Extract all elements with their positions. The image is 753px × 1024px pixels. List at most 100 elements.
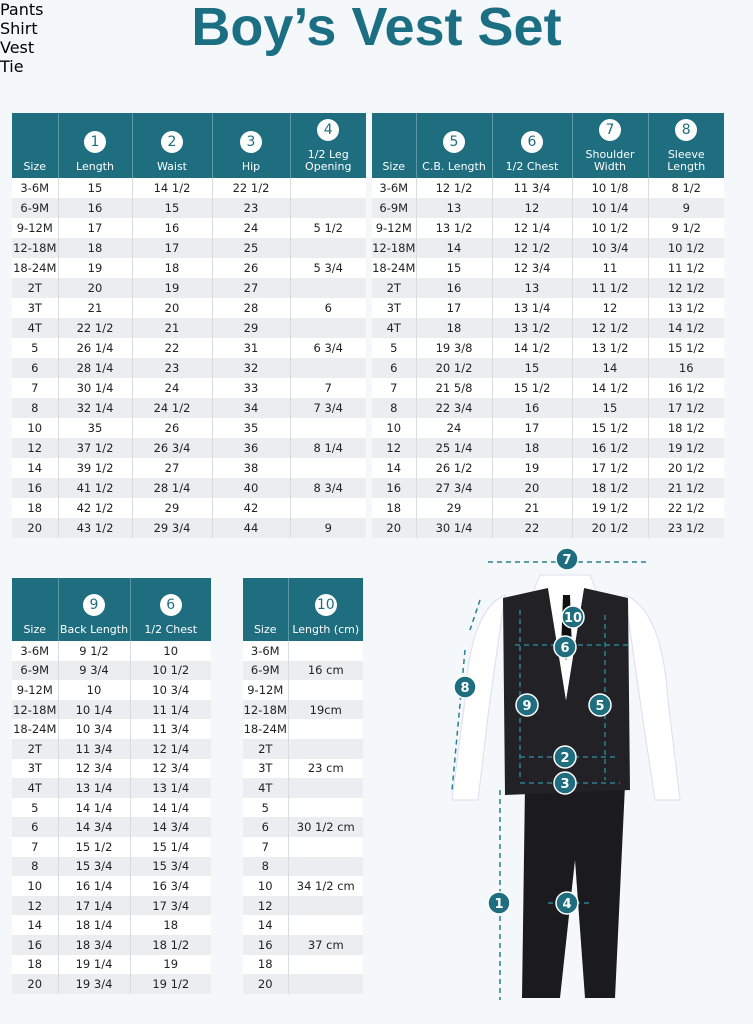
measure-cell bbox=[289, 358, 366, 378]
size-cell: 16 bbox=[243, 934, 288, 955]
column-label: Length (cm) bbox=[292, 623, 360, 636]
table-row: 10 16 1/4 16 3/4 bbox=[12, 876, 211, 896]
table-row: 20 19 3/4 19 1/2 bbox=[12, 974, 211, 994]
table-row: 8 15 3/4 15 3/4 bbox=[12, 856, 211, 877]
measure-cell: 15 3/4 bbox=[57, 856, 130, 877]
measure-cell bbox=[287, 797, 363, 818]
size-cell: 12-18M bbox=[12, 238, 58, 258]
column-header: 8 Sleeve Length bbox=[647, 113, 724, 178]
column-number: 3 bbox=[240, 131, 262, 153]
measure-cell: 9 3/4 bbox=[57, 660, 130, 681]
size-cell: 2T bbox=[243, 738, 288, 759]
size-cell: 20 bbox=[372, 518, 416, 538]
measure-cell: 12 1/4 bbox=[491, 218, 572, 238]
measure-cell bbox=[287, 856, 363, 877]
size-cell: 14 bbox=[372, 458, 416, 478]
measure-cell bbox=[289, 278, 366, 298]
measure-cell: 13 1/4 bbox=[491, 298, 572, 318]
measure-cell bbox=[289, 458, 366, 478]
column-number: 5 bbox=[443, 131, 465, 153]
marker-label: 1 bbox=[494, 897, 503, 912]
table-row: 10 35 26 35 bbox=[12, 418, 366, 438]
column-label: Size bbox=[253, 623, 277, 636]
measure-cell: 12 3/4 bbox=[57, 758, 130, 779]
column-label: 1/2 Chest bbox=[505, 160, 559, 173]
measure-cell: 14 1/2 bbox=[131, 178, 212, 198]
size-cell: 10 bbox=[12, 876, 58, 896]
measure-cell: 8 3/4 bbox=[289, 478, 366, 498]
size-cell: 16 bbox=[372, 478, 416, 498]
measure-cell: 27 bbox=[211, 278, 290, 298]
measure-cell: 24 bbox=[415, 418, 492, 438]
size-cell: 4T bbox=[12, 778, 58, 798]
marker-circle bbox=[561, 605, 585, 629]
size-cell: 10 bbox=[12, 418, 58, 438]
size-cell: 3T bbox=[372, 298, 416, 318]
table-row: 3T 23 cm bbox=[243, 758, 363, 779]
size-cell: 6 bbox=[372, 358, 416, 378]
measure-cell: 18 3/4 bbox=[57, 934, 130, 955]
size-cell: 6 bbox=[12, 358, 58, 378]
measure-cell: 10 1/4 bbox=[57, 699, 130, 720]
measure-cell bbox=[287, 641, 363, 661]
table-row: 6-9M 13 12 10 1/4 9 bbox=[372, 198, 724, 218]
measure-cell: 26 1/4 bbox=[57, 338, 132, 358]
size-cell: 9-12M bbox=[372, 218, 416, 238]
measure-cell: 14 1/2 bbox=[571, 378, 648, 398]
size-cell: 6-9M bbox=[12, 198, 58, 218]
measure-cell: 10 3/4 bbox=[571, 238, 648, 258]
measure-cell: 15 1/2 bbox=[571, 418, 648, 438]
measure-cell: 7 3/4 bbox=[289, 398, 366, 418]
measure-cell: 12 3/4 bbox=[491, 258, 572, 278]
measure-cell: 20 1/2 bbox=[647, 458, 724, 478]
size-cell: 12 bbox=[243, 895, 288, 916]
measure-cell: 23 1/2 bbox=[647, 518, 724, 538]
table-row: 5 26 1/4 22 31 6 3/4 bbox=[12, 338, 366, 358]
column-label: 1/2 Leg Opening bbox=[305, 148, 352, 173]
measure-cell: 6 3/4 bbox=[289, 338, 366, 358]
table-row: 18-24M bbox=[243, 719, 363, 739]
header-row: Size 10 Length (cm) bbox=[243, 578, 363, 641]
measure-cell: 43 1/2 bbox=[57, 518, 132, 538]
measure-cell: 13 bbox=[491, 278, 572, 298]
table-title: Pants bbox=[0, 0, 44, 19]
measure-cell: 6 bbox=[289, 298, 366, 318]
measure-cell: 22 1/2 bbox=[211, 178, 290, 198]
size-cell: 12 bbox=[12, 895, 58, 916]
measure-cell: 10 bbox=[57, 680, 130, 700]
measure-cell: 10 1/2 bbox=[647, 238, 724, 258]
size-cell: 10 bbox=[372, 418, 416, 438]
table-row: 12 bbox=[243, 895, 363, 916]
marker-circle bbox=[555, 891, 579, 915]
size-table: Size 1 Length 2 Waist 3 Hip 4 1/2 Leg Opening 3-6… bbox=[12, 113, 366, 538]
table-row: 20 bbox=[243, 974, 363, 994]
size-table: Size 5 C.B. Length 6 1/2 Chest 7 Shoulder Widt… bbox=[372, 113, 724, 538]
measure-cell: 26 bbox=[131, 418, 212, 438]
measure-cell: 14 1/2 bbox=[647, 318, 724, 338]
measure-cell bbox=[287, 836, 363, 857]
column-header: 2 Waist bbox=[131, 113, 212, 178]
measure-cell: 18 bbox=[415, 318, 492, 338]
size-cell: 4T bbox=[243, 778, 288, 798]
table-row: 4T 18 13 1/2 12 1/2 14 1/2 bbox=[372, 318, 724, 338]
measure-cell: 17 bbox=[131, 238, 212, 258]
table-row: 2T 11 3/4 12 1/4 bbox=[12, 738, 211, 759]
table-row: 3-6M 9 1/2 10 bbox=[12, 641, 211, 661]
table-row: 6 14 3/4 14 3/4 bbox=[12, 817, 211, 837]
table-row: 8 32 1/4 24 1/2 34 7 3/4 bbox=[12, 398, 366, 418]
measure-cell: 14 3/4 bbox=[129, 817, 211, 837]
marker-label: 9 bbox=[522, 699, 531, 714]
table-row: 12 25 1/4 18 16 1/2 19 1/2 bbox=[372, 438, 724, 458]
size-cell: 18 bbox=[243, 954, 288, 975]
table-row: 6-9M 9 3/4 10 1/2 bbox=[12, 660, 211, 681]
measure-cell: 28 1/4 bbox=[57, 358, 132, 378]
size-cell: 18 bbox=[12, 954, 58, 975]
measure-cell: 10 bbox=[129, 641, 211, 661]
table-row: 12-18M 19cm bbox=[243, 699, 363, 720]
column-label: Waist bbox=[156, 160, 187, 173]
measure-cell: 18 bbox=[129, 915, 211, 935]
measure-cell: 29 bbox=[415, 498, 492, 518]
measure-cell: 10 1/2 bbox=[129, 660, 211, 681]
measure-cell bbox=[289, 198, 366, 218]
column-header: 9 Back Length bbox=[57, 578, 130, 641]
